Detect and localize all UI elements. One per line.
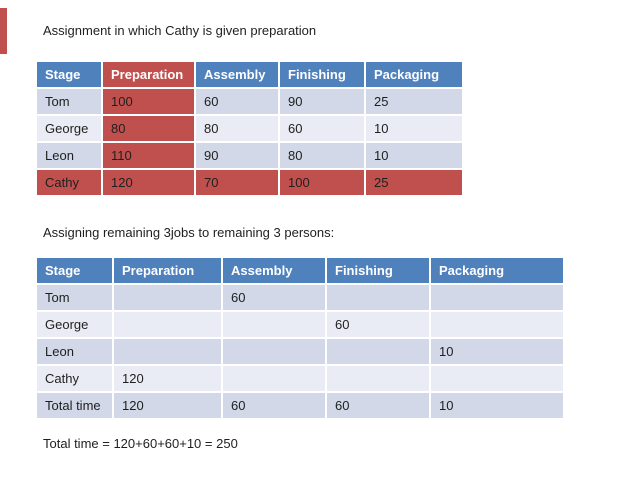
cell: George — [37, 312, 112, 337]
total-time-summary: Total time = 120+60+60+10 = 250 — [43, 436, 238, 451]
cell — [327, 339, 429, 364]
cell: 120 — [114, 366, 221, 391]
cell: 10 — [431, 393, 563, 418]
cell: 120 — [114, 393, 221, 418]
table-row-tom: Tom 100 60 90 25 — [37, 89, 462, 114]
column-header-finishing: Finishing — [280, 62, 364, 87]
section-subtitle: Assigning remaining 3jobs to remaining 3… — [43, 225, 335, 240]
header-row: Stage Preparation Assembly Finishing Pac… — [37, 258, 563, 283]
cell-highlighted: 100 — [280, 170, 364, 195]
cell — [114, 339, 221, 364]
column-header-assembly: Assembly — [223, 258, 325, 283]
cell — [223, 312, 325, 337]
remaining-assignment-table: Stage Preparation Assembly Finishing Pac… — [35, 256, 565, 420]
slide-accent-bar — [0, 8, 7, 54]
cell-highlighted: 110 — [103, 143, 194, 168]
cell-highlighted: 100 — [103, 89, 194, 114]
cell: George — [37, 116, 101, 141]
table-row-cathy-highlighted: Cathy 120 70 100 25 — [37, 170, 462, 195]
column-header-preparation: Preparation — [103, 62, 194, 87]
cell: 10 — [366, 116, 462, 141]
cell: 25 — [366, 89, 462, 114]
cell: Leon — [37, 143, 101, 168]
cell: Cathy — [37, 366, 112, 391]
cell — [431, 366, 563, 391]
table-row-george: George 80 80 60 10 — [37, 116, 462, 141]
cell: 80 — [196, 116, 278, 141]
cell — [431, 312, 563, 337]
table-row-leon: Leon 110 90 80 10 — [37, 143, 462, 168]
cell: Leon — [37, 339, 112, 364]
cell-highlighted: 120 — [103, 170, 194, 195]
cell-highlighted: Cathy — [37, 170, 101, 195]
cell — [114, 312, 221, 337]
table-row-cathy: Cathy 120 — [37, 366, 563, 391]
cell-highlighted: 70 — [196, 170, 278, 195]
cell-highlighted: 25 — [366, 170, 462, 195]
cell: 60 — [196, 89, 278, 114]
cell: 10 — [366, 143, 462, 168]
column-header-packaging: Packaging — [366, 62, 462, 87]
cell: Tom — [37, 89, 101, 114]
column-header-assembly: Assembly — [196, 62, 278, 87]
cell: 60 — [223, 393, 325, 418]
column-header-stage: Stage — [37, 258, 112, 283]
slide-title: Assignment in which Cathy is given prepa… — [43, 23, 317, 38]
cell: 60 — [327, 312, 429, 337]
cell — [327, 285, 429, 310]
cell: 80 — [280, 143, 364, 168]
cell — [431, 285, 563, 310]
cell: 90 — [196, 143, 278, 168]
column-header-preparation: Preparation — [114, 258, 221, 283]
cell: 60 — [327, 393, 429, 418]
column-header-finishing: Finishing — [327, 258, 429, 283]
cell: 10 — [431, 339, 563, 364]
cell — [223, 366, 325, 391]
cell — [114, 285, 221, 310]
cell: Tom — [37, 285, 112, 310]
table-row-leon: Leon 10 — [37, 339, 563, 364]
cell: 60 — [223, 285, 325, 310]
table-row-total-time: Total time 120 60 60 10 — [37, 393, 563, 418]
cell: Total time — [37, 393, 112, 418]
table-row-tom: Tom 60 — [37, 285, 563, 310]
cell — [223, 339, 325, 364]
cell-highlighted: 80 — [103, 116, 194, 141]
cell: 90 — [280, 89, 364, 114]
column-header-stage: Stage — [37, 62, 101, 87]
cell — [327, 366, 429, 391]
header-row: Stage Preparation Assembly Finishing Pac… — [37, 62, 462, 87]
cell: 60 — [280, 116, 364, 141]
assignment-table: Stage Preparation Assembly Finishing Pac… — [35, 60, 464, 197]
table-row-george: George 60 — [37, 312, 563, 337]
column-header-packaging: Packaging — [431, 258, 563, 283]
